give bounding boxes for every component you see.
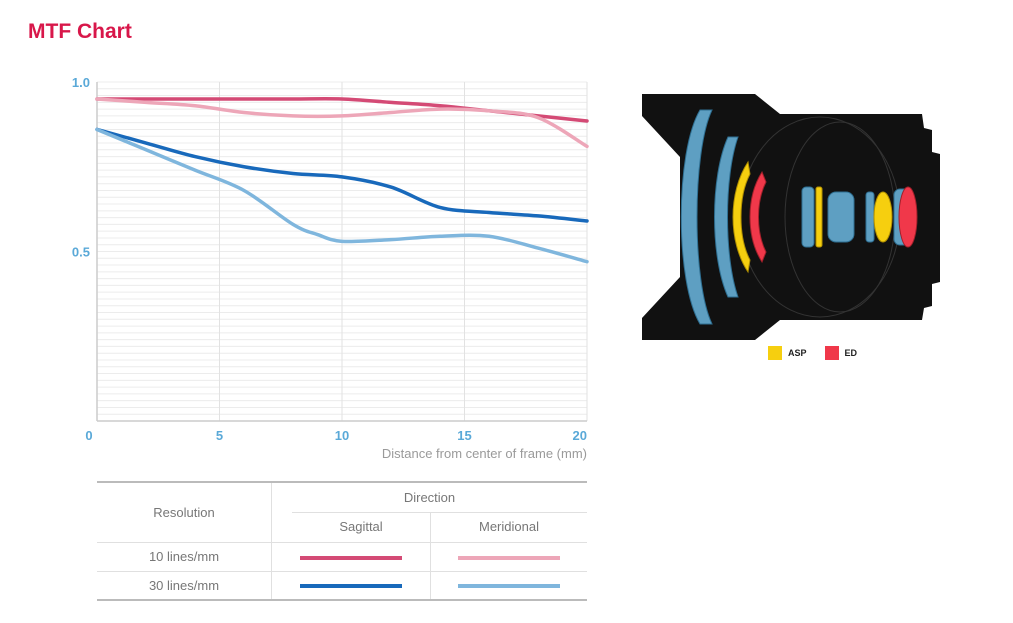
x-tick-label: 10: [335, 428, 349, 443]
swatch-30-sagittal: [300, 584, 402, 589]
chart-series: [95, 96, 589, 264]
asp-label: ASP: [788, 348, 807, 358]
x-axis-label: Distance from center of frame (mm): [382, 446, 587, 461]
direction-header: Direction: [271, 481, 587, 512]
ed-element-1: [749, 170, 767, 264]
front-element: [680, 109, 713, 325]
swatch-30-meridional: [458, 584, 560, 589]
ed-label: ED: [844, 348, 858, 358]
rear-element-2: [827, 191, 855, 243]
rear-element-1: [801, 186, 815, 248]
asp-element-1: [732, 160, 751, 274]
asp-element-2: [815, 186, 823, 248]
chart-ticks: 0 5 10 15 20 0.5 1.0: [72, 75, 587, 443]
row-label: 30 lines/mm: [97, 570, 272, 601]
x-tick-label: 5: [216, 428, 223, 443]
series-line-1: [95, 97, 589, 149]
series-line-2: [95, 127, 589, 223]
line-legend-table: Resolution Direction Sagittal Meridional…: [97, 481, 587, 601]
meridional-header: Meridional: [431, 512, 587, 541]
sagittal-header: Sagittal: [292, 512, 430, 541]
series-line-3: [95, 127, 589, 264]
y-tick-label: 1.0: [72, 75, 90, 90]
swatch-10-meridional: [458, 555, 560, 560]
chart-grid: [96, 81, 588, 422]
swatch-10-sagittal: [300, 555, 402, 560]
ed-element-2: [898, 186, 918, 248]
y-tick-label: 0.5: [72, 245, 90, 260]
lens-legend-asp: ASP: [768, 346, 807, 360]
x-tick-label: 0: [85, 428, 92, 443]
asp-swatch: [768, 346, 782, 360]
mtf-chart: 0 5 10 15 20 0.5 1.0 Distance from center of f…: [72, 75, 589, 461]
resolution-header: Resolution: [97, 481, 272, 542]
page-title: MTF Chart: [28, 20, 132, 43]
lens-legend: ASP ED: [768, 346, 875, 360]
lens-diagram: [642, 94, 940, 340]
x-tick-label: 15: [457, 428, 471, 443]
legend-row-30: 30 lines/mm: [97, 570, 587, 601]
second-element: [714, 136, 739, 298]
rear-element-3: [865, 191, 875, 243]
ed-swatch: [824, 346, 839, 360]
legend-row-10: 10 lines/mm: [97, 541, 587, 571]
lens-legend-ed: ED: [824, 346, 858, 360]
x-tick-label: 20: [573, 428, 587, 443]
asp-element-3: [873, 191, 893, 243]
lens-barrel: [642, 94, 940, 340]
row-label: 10 lines/mm: [97, 541, 272, 571]
